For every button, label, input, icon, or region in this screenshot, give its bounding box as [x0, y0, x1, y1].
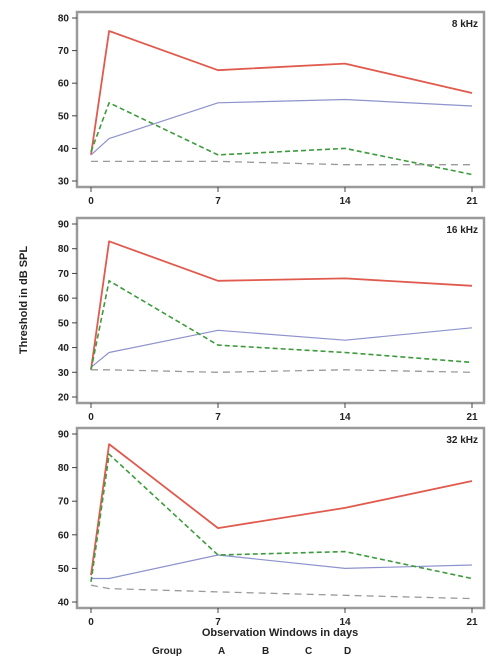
- panel-frame: [75, 10, 486, 189]
- y-tick-label: 80: [58, 463, 70, 474]
- series-line-c: [90, 279, 473, 370]
- series-line-a: [90, 240, 473, 370]
- y-tick-label: 90: [58, 430, 70, 441]
- x-tick-label: 7: [215, 196, 221, 207]
- y-tick-label: 50: [58, 564, 70, 575]
- x-tick-label: 21: [466, 412, 478, 423]
- y-tick-label: 50: [58, 318, 70, 329]
- y-tick-label: 60: [58, 294, 70, 305]
- x-tick-label: 21: [466, 617, 478, 628]
- y-tick-label: 60: [58, 79, 70, 90]
- y-tick-label: 40: [58, 598, 70, 609]
- y-tick-label: 20: [58, 393, 70, 404]
- x-tick-label: 0: [88, 196, 94, 207]
- x-tick-label: 0: [88, 617, 94, 628]
- x-tick-label: 7: [215, 617, 221, 628]
- series-line-c: [90, 102, 473, 176]
- y-tick-label: 50: [58, 111, 70, 122]
- x-tick-label: 7: [215, 412, 221, 423]
- panel-title: 32 kHz: [446, 435, 478, 446]
- series-line-b: [91, 554, 473, 580]
- y-axis-label: Threshold in dB SPL: [18, 246, 30, 354]
- panel-2: 20 30 40 50 60 70 80 90 0 7 14 21 16 kHz: [58, 216, 486, 423]
- series-line-b: [90, 98, 473, 156]
- series-line-d: [91, 160, 472, 166]
- legend-entry-d: D: [344, 646, 351, 657]
- x-tick-label: 14: [339, 617, 351, 628]
- legend-entry-c: C: [305, 646, 312, 657]
- x-tick-label: 14: [339, 196, 351, 207]
- y-tick-label: 70: [58, 497, 70, 508]
- legend-entry-a: A: [218, 646, 225, 657]
- y-tick-label: 90: [58, 220, 70, 231]
- series-line-b: [90, 327, 473, 368]
- y-tick-label: 40: [58, 343, 70, 354]
- x-tick-label: 14: [339, 412, 351, 423]
- x-axis-label: Observation Windows in days: [202, 627, 358, 639]
- y-tick-label: 80: [58, 14, 70, 25]
- y-tick-label: 70: [58, 46, 70, 57]
- legend-entry-b: B: [262, 646, 269, 657]
- series-line-d: [91, 369, 473, 373]
- panel-title: 16 kHz: [446, 225, 478, 236]
- series-line-a: [90, 443, 473, 576]
- panel-frame: [75, 216, 486, 405]
- y-tick-label: 70: [58, 269, 70, 280]
- x-tick-label: 21: [466, 196, 478, 207]
- x-tick-label: 0: [88, 412, 94, 423]
- panel-3: 40 50 60 70 80 90 0 7 14 21 32 kHz: [58, 426, 486, 628]
- panel-title: 8 kHz: [452, 19, 478, 30]
- y-tick-label: 60: [58, 530, 70, 541]
- legend-title: Group: [152, 646, 182, 657]
- y-tick-label: 30: [58, 177, 70, 188]
- panel-1: 30 40 50 60 70 80 0 7 14 21 8 kHz: [58, 10, 486, 207]
- legend: Group A B C D: [152, 646, 351, 657]
- series-line-d: [90, 584, 473, 600]
- y-tick-label: 30: [58, 368, 70, 379]
- y-tick-label: 40: [58, 144, 70, 155]
- y-tick-label: 80: [58, 244, 70, 255]
- series-line-a: [90, 30, 473, 156]
